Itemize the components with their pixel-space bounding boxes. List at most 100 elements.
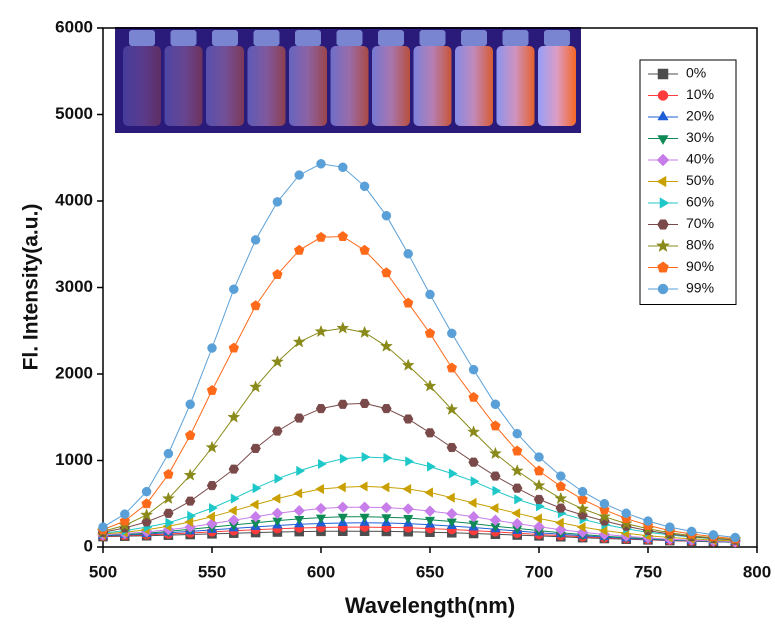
- series-line: [102, 522, 736, 543]
- marker: [206, 511, 215, 522]
- marker: [205, 440, 219, 453]
- marker: [165, 517, 175, 528]
- marker: [511, 508, 521, 519]
- series-line: [102, 456, 736, 541]
- marker: [227, 410, 241, 423]
- marker: [468, 457, 479, 467]
- marker: [337, 230, 348, 241]
- vial: [372, 46, 410, 126]
- marker: [272, 517, 283, 527]
- legend-label: 30%: [686, 129, 714, 145]
- marker: [488, 446, 502, 460]
- marker: [510, 464, 524, 477]
- marker: [359, 244, 370, 255]
- marker: [445, 492, 455, 503]
- marker: [294, 244, 305, 255]
- marker: [272, 268, 283, 279]
- marker: [338, 162, 348, 173]
- marker: [533, 465, 545, 476]
- marker: [533, 513, 542, 524]
- legend-marker: [656, 175, 667, 188]
- marker: [427, 461, 436, 472]
- y-tick-label: 6000: [55, 17, 93, 36]
- marker: [227, 505, 237, 516]
- marker: [250, 300, 261, 311]
- marker: [119, 515, 130, 526]
- marker: [315, 514, 327, 524]
- legend-label: 10%: [686, 86, 714, 102]
- marker: [403, 414, 414, 424]
- marker: [489, 514, 502, 526]
- marker: [314, 324, 328, 338]
- marker: [358, 501, 371, 513]
- legend-label: 90%: [686, 258, 714, 274]
- legend-box: [639, 59, 737, 305]
- marker: [576, 502, 590, 515]
- marker: [361, 451, 371, 463]
- marker: [446, 442, 458, 453]
- vial: [206, 46, 244, 126]
- marker: [424, 487, 433, 498]
- marker: [206, 481, 218, 491]
- vial-cap: [336, 30, 363, 46]
- legend-marker: [657, 261, 669, 273]
- y-axis-label: Fl. Intensity(a.u.): [20, 204, 43, 371]
- marker: [403, 249, 413, 259]
- vial: [413, 46, 452, 126]
- marker: [577, 486, 588, 497]
- marker: [425, 289, 435, 300]
- legend-label: 50%: [686, 172, 714, 188]
- legend-marker: [656, 153, 670, 167]
- marker: [359, 513, 370, 523]
- x-tick-label: 700: [525, 562, 553, 581]
- marker: [293, 488, 303, 499]
- vial-cap: [544, 30, 570, 46]
- marker: [163, 508, 174, 518]
- marker: [401, 358, 415, 371]
- marker: [187, 510, 197, 521]
- marker: [229, 284, 239, 294]
- marker: [185, 399, 195, 410]
- y-tick-label: 5000: [55, 104, 93, 123]
- marker: [252, 483, 262, 494]
- marker: [383, 452, 393, 464]
- marker: [424, 516, 436, 526]
- marker: [514, 494, 524, 505]
- vial-cap: [378, 30, 404, 46]
- marker: [294, 170, 304, 180]
- marker: [708, 530, 719, 540]
- marker: [359, 181, 370, 192]
- legend-marker: [657, 110, 669, 121]
- legend-marker: [657, 283, 669, 295]
- vial-cap: [212, 30, 238, 46]
- marker: [532, 478, 546, 492]
- vial: [330, 46, 369, 126]
- legend-label: 0%: [686, 65, 706, 81]
- marker: [315, 231, 327, 242]
- marker: [249, 380, 263, 393]
- marker: [381, 404, 392, 414]
- legend-label: 60%: [686, 194, 714, 210]
- marker: [161, 491, 175, 505]
- marker: [336, 482, 346, 493]
- marker: [555, 480, 566, 491]
- marker: [337, 501, 349, 513]
- vial: [496, 46, 535, 126]
- x-tick-label: 500: [89, 562, 117, 581]
- marker: [315, 502, 327, 515]
- marker: [403, 297, 414, 308]
- marker: [296, 465, 306, 477]
- marker: [141, 486, 152, 497]
- marker: [141, 498, 152, 509]
- x-tick-label: 600: [307, 562, 335, 581]
- legend-marker: [655, 238, 671, 253]
- marker: [316, 159, 326, 169]
- marker: [294, 413, 305, 423]
- legend-label: 99%: [686, 280, 714, 296]
- marker: [467, 425, 481, 438]
- marker: [730, 532, 740, 543]
- marker: [315, 483, 324, 495]
- marker: [533, 494, 545, 504]
- marker: [555, 503, 567, 513]
